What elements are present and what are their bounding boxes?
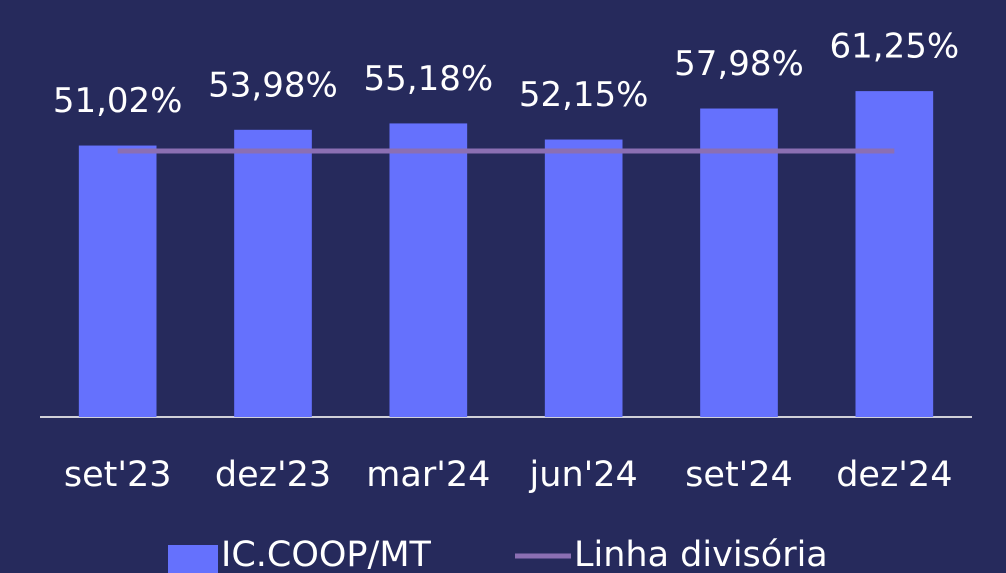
x-tick-label: set'23	[64, 455, 172, 495]
bar	[855, 91, 934, 417]
data-label: 53,98%	[208, 65, 338, 105]
data-label: 57,98%	[674, 44, 804, 84]
bar	[389, 123, 468, 418]
x-tick-label: mar'24	[366, 455, 490, 495]
bar	[78, 145, 157, 418]
legend-label: IC.COOP/MT	[221, 535, 432, 573]
data-label: 52,15%	[519, 75, 649, 115]
x-tick-label: dez'24	[836, 455, 952, 495]
legend-swatch	[168, 545, 218, 573]
bar	[544, 139, 623, 417]
legend-label: Linha divisória	[574, 535, 828, 573]
x-tick-label: dez'23	[215, 455, 331, 495]
bar	[234, 129, 312, 418]
data-label: 55,18%	[364, 59, 494, 99]
x-tick-label: jun'24	[529, 455, 638, 495]
data-label: 61,25%	[830, 27, 960, 67]
bar	[700, 108, 778, 418]
data-label: 51,02%	[53, 81, 183, 121]
x-tick-label: set'24	[685, 455, 793, 495]
